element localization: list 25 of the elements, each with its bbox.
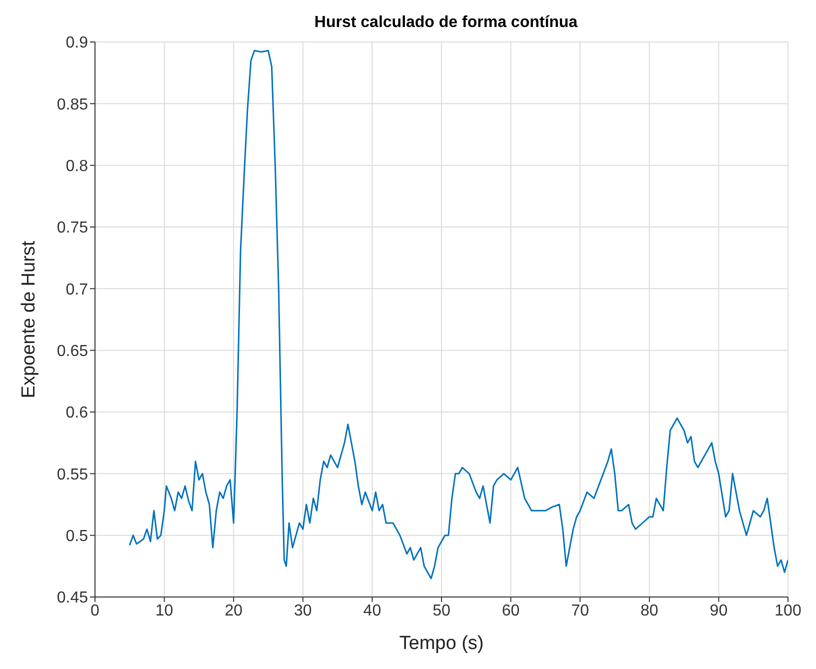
x-tick-label: 70 [571, 602, 590, 620]
chart-title: Hurst calculado de forma contínua [313, 14, 579, 32]
x-tick-label: 40 [363, 602, 382, 620]
line-series [128, 50, 788, 580]
x-tick-label: 50 [432, 602, 450, 620]
y-tick-label: 0.8 [66, 158, 88, 176]
y-tick-label: 0.75 [56, 220, 88, 237]
y-tick-label: 0.85 [56, 96, 88, 114]
y-tick-label: 0.7 [66, 281, 88, 298]
y-tick-label: 0.65 [56, 343, 88, 360]
x-tick-label: 10 [155, 602, 174, 620]
x-tick-label: 100 [774, 602, 802, 620]
x-tick-label: 0 [90, 602, 100, 620]
x-tick-label: 20 [224, 602, 243, 620]
x-tick-label: 60 [502, 602, 520, 620]
y-tick-label: 0.6 [66, 404, 88, 422]
y-tick-label: 0.9 [66, 34, 88, 52]
x-tick-label: 80 [640, 602, 658, 620]
x-tick-label: 30 [294, 602, 312, 620]
y-axis-title: Expoente de Hurst [18, 240, 40, 398]
x-axis-title: Tempo (s) [399, 633, 484, 654]
y-tick-label: 0.45 [56, 590, 88, 607]
y-tick-label: 0.55 [56, 466, 88, 484]
y-tick-label: 0.5 [66, 528, 88, 546]
x-tick-label: 90 [710, 602, 728, 620]
